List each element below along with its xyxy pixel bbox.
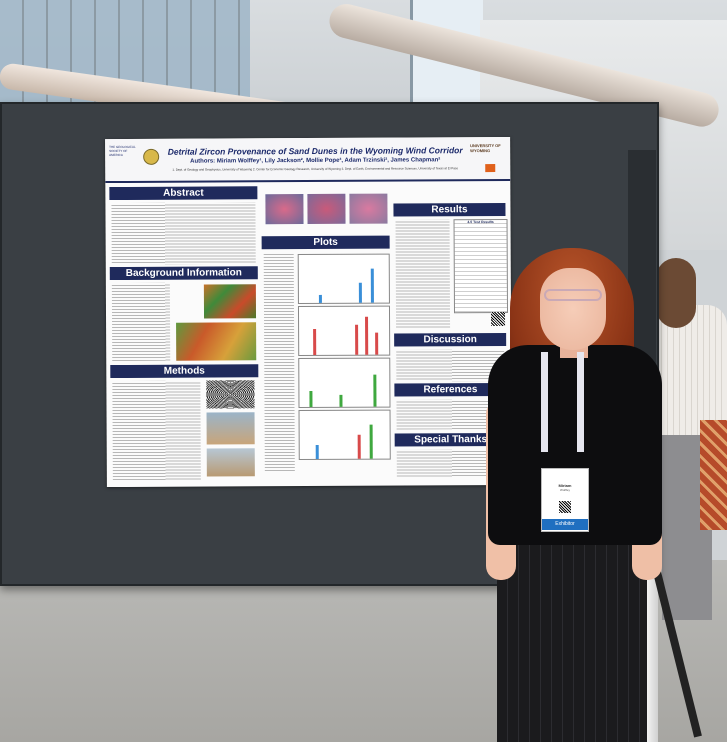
- plots-heading: Plots: [261, 235, 390, 250]
- lanyard-right: [577, 352, 584, 452]
- name-badge: Miriam Wolffey Exhibitor: [541, 468, 589, 532]
- plot-blue: [297, 253, 390, 305]
- skylight-window: [0, 0, 250, 108]
- utep-logo: [485, 164, 496, 173]
- plot-red-peak-3: [365, 316, 369, 355]
- zircon-grains-image: [206, 380, 255, 409]
- results-table-title: 4.0 Test Results: [467, 220, 494, 225]
- micrograph-1: [265, 194, 304, 225]
- plot-green-peak-1: [309, 390, 313, 407]
- discussion-heading: Discussion: [394, 332, 507, 347]
- badge-surname: Wolffey: [560, 488, 570, 492]
- plot-combined-peak-1: [315, 444, 319, 459]
- plot-red-peak-2: [355, 324, 359, 355]
- presenter-pants: [497, 535, 647, 742]
- plot-red: [297, 305, 391, 357]
- plot-blue-peak-2: [358, 282, 362, 303]
- plots-captions: [263, 252, 295, 473]
- field-photo-2: [206, 448, 255, 477]
- background-person-hair: [656, 258, 696, 328]
- glasses: [544, 289, 602, 301]
- plot-green-peak-2: [339, 394, 343, 407]
- plot-blue-peak-1: [318, 294, 322, 303]
- badge-qr-code: [559, 501, 571, 513]
- abstract-heading: Abstract: [109, 186, 258, 201]
- plot-combined: [298, 409, 391, 461]
- plot-combined-peak-2: [357, 434, 361, 459]
- micrograph-3: [349, 193, 388, 224]
- map-figure: [203, 284, 257, 319]
- results-text: [395, 219, 451, 330]
- plot-red-peak-4: [375, 332, 379, 355]
- poster-title: Detrital Zircon Provenance of Sand Dunes…: [167, 145, 463, 157]
- plot-blue-peak-3: [370, 268, 374, 303]
- micrograph-2: [307, 193, 346, 225]
- methods-text: [112, 380, 201, 482]
- background-heading: Background Information: [109, 266, 258, 281]
- plot-green: [298, 357, 391, 409]
- badge-name: Miriam: [558, 483, 572, 488]
- methods-heading: Methods: [110, 364, 259, 379]
- badge-role: Exhibitor: [542, 519, 588, 530]
- background-text: [111, 282, 171, 362]
- plot-combined-peak-3: [369, 424, 373, 459]
- background-bag: [700, 420, 727, 530]
- seal-logo: [143, 148, 160, 165]
- research-poster: THE GEOLOGICAL SOCIETY OF AMERICA UNIVER…: [105, 136, 512, 488]
- results-table: 4.0 Test Results: [453, 218, 509, 314]
- abstract-text: [111, 202, 256, 266]
- presenter-face: [540, 268, 606, 350]
- poster-qr-code: [491, 311, 506, 327]
- field-photo-1: [206, 412, 255, 445]
- plot-green-peak-3: [373, 374, 377, 407]
- geologic-map-figure: [176, 322, 257, 361]
- results-heading: Results: [393, 202, 506, 217]
- lanyard-left: [541, 352, 548, 452]
- plot-red-peak-1: [313, 328, 317, 355]
- gsa-logo: THE GEOLOGICAL SOCIETY OF AMERICA: [109, 144, 136, 158]
- background-person-shirt: [650, 305, 727, 435]
